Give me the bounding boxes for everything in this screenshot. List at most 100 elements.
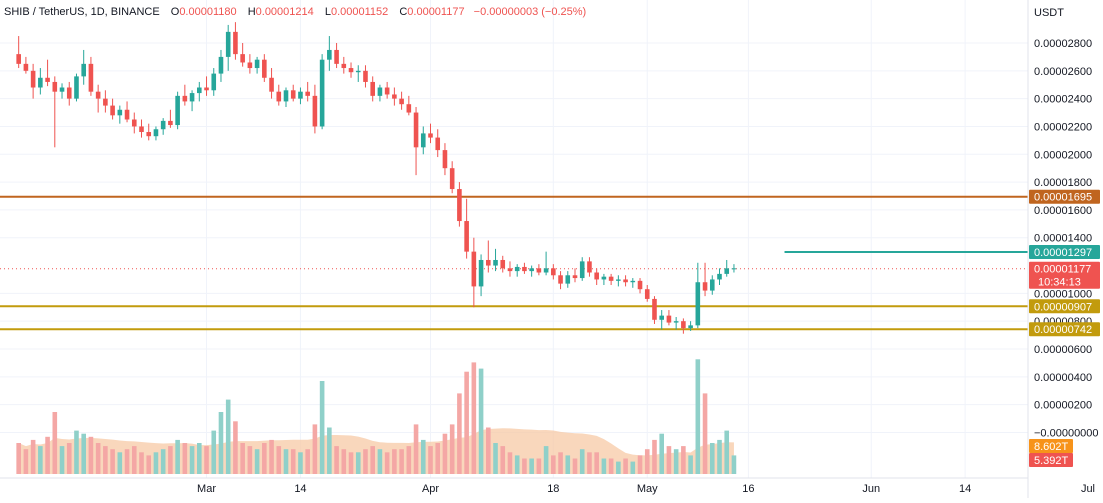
- volume-bar: [30, 439, 36, 474]
- candle-body: [608, 276, 614, 281]
- volume-bar: [81, 433, 86, 474]
- volume-bar: [74, 430, 79, 474]
- candle-body: [724, 268, 730, 274]
- volume-bar: [124, 449, 130, 474]
- volume-bar: [305, 449, 310, 474]
- candle-body: [543, 268, 549, 273]
- volume-bar: [168, 446, 173, 474]
- candle-body: [413, 112, 419, 148]
- volume-bar: [644, 449, 650, 474]
- candle-body: [38, 77, 43, 88]
- candle-body: [666, 315, 672, 323]
- volume-tag: [1029, 439, 1073, 453]
- candle-body: [66, 87, 72, 99]
- date-axis[interactable]: Mar14Apr18May16Jun14Jul18Aug15: [197, 483, 1103, 495]
- volume-bar: [269, 439, 274, 474]
- volume-bar: [254, 449, 260, 474]
- candle-body: [435, 137, 441, 151]
- volume-bar: [23, 449, 29, 474]
- candle-body: [637, 280, 643, 290]
- candle-body: [23, 63, 29, 71]
- horizontal-levels: [0, 195, 1028, 331]
- candle-body: [406, 104, 412, 113]
- current-price-tag: [1029, 261, 1100, 289]
- volume-bar: [247, 446, 253, 474]
- volume-bar: [616, 461, 621, 474]
- volume-bar: [666, 446, 672, 474]
- candle-body: [59, 87, 65, 92]
- volume-bar: [139, 452, 144, 474]
- candle-body: [204, 87, 209, 91]
- volume-bar: [652, 439, 657, 474]
- candle-body: [514, 266, 520, 272]
- candle-body: [247, 62, 253, 69]
- date-tick-label: 16: [742, 483, 754, 495]
- price-tick-label: 0.00000600: [1034, 344, 1092, 356]
- volume-bar: [16, 443, 21, 474]
- volume-bar: [319, 381, 325, 474]
- volume-bar: [464, 371, 469, 474]
- close-value: 0.00001177: [407, 6, 465, 18]
- candle-body: [283, 90, 289, 102]
- current-price-label: 0.00001177: [1034, 264, 1091, 276]
- volume-bar: [197, 443, 202, 474]
- price-tick-label: 0.00002200: [1034, 121, 1092, 133]
- volume-bar: [709, 443, 715, 474]
- volume-bar: [457, 393, 462, 474]
- volume-bar: [377, 449, 383, 474]
- price-tags: 0.00001695 0.00001297 0.00000907 0.00000742…: [1029, 189, 1100, 467]
- volume-bar: [88, 436, 94, 474]
- volume-bar: [103, 446, 108, 474]
- candle-body: [124, 109, 130, 120]
- candle-body: [695, 282, 701, 326]
- candle-body: [117, 109, 123, 116]
- candle-body: [348, 68, 354, 73]
- volume-bar: [529, 458, 534, 474]
- candle-body: [594, 272, 599, 280]
- candle-body: [587, 261, 592, 273]
- symbol-title[interactable]: SHIB / TetherUS, 1D, BINANCE: [4, 6, 160, 18]
- candle-body: [442, 150, 448, 169]
- level-tag-label: 0.00000907: [1034, 301, 1092, 313]
- level-tag: [1029, 299, 1100, 314]
- volume-bar: [334, 446, 339, 474]
- candle-body: [327, 49, 332, 60]
- candle-body: [153, 129, 159, 137]
- volume-bar: [486, 427, 491, 474]
- volume-bar: [312, 424, 318, 474]
- volume-bar: [551, 455, 556, 474]
- candle-body: [457, 189, 462, 222]
- level-tag: [1029, 245, 1100, 260]
- level-tag: [1029, 189, 1100, 204]
- price-axis[interactable]: 0.00002800 0.00002600 0.00002400 0.00002200…: [1034, 38, 1099, 464]
- candle-body: [319, 59, 325, 127]
- volume-bar: [66, 443, 72, 474]
- level-tag-label: 0.00001297: [1034, 247, 1092, 259]
- volume-bar: [688, 455, 693, 474]
- candle-body: [623, 279, 628, 283]
- open-label: O: [170, 6, 180, 18]
- price-tick-label: 0.00002800: [1034, 38, 1092, 50]
- volume-bar: [59, 446, 65, 474]
- volume-bar: [298, 452, 303, 474]
- volume-bar: [363, 449, 368, 474]
- volume-bar: [500, 446, 506, 474]
- candle-body: [363, 70, 368, 82]
- volume-bar: [225, 399, 231, 474]
- candle-body: [88, 63, 94, 92]
- candle-body: [160, 120, 166, 130]
- volume-bar: [601, 458, 607, 474]
- candle-body: [536, 268, 542, 273]
- candle-body: [507, 268, 513, 272]
- volume-tag-label: 5.392T: [1034, 455, 1069, 467]
- volume-bar: [724, 430, 730, 474]
- volume-bar: [45, 436, 50, 474]
- close-label: C: [399, 6, 408, 18]
- volume-bar: [276, 446, 282, 474]
- candle-body: [709, 279, 715, 291]
- volume-bar: [659, 433, 664, 474]
- date-tick-label: 14: [294, 483, 306, 495]
- candle-body: [529, 268, 534, 272]
- candle-body: [652, 298, 657, 320]
